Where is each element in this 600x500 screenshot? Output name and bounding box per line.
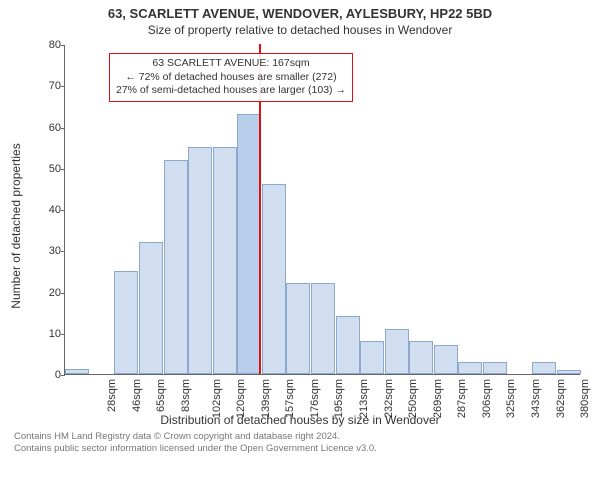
x-tick-label: 102sqm xyxy=(211,379,223,418)
y-tick-label: 0 xyxy=(35,369,61,381)
histogram-bar xyxy=(286,283,310,374)
x-tick-label: 380sqm xyxy=(579,379,591,418)
histogram-bar xyxy=(434,345,458,374)
x-tick-label: 83sqm xyxy=(180,379,192,412)
x-tick-label: 65sqm xyxy=(155,379,167,412)
y-tick-label: 30 xyxy=(35,245,61,257)
x-tick-label: 362sqm xyxy=(555,379,567,418)
histogram-bar xyxy=(532,362,556,374)
y-tick-mark xyxy=(61,210,65,211)
x-tick-label: 232sqm xyxy=(383,379,395,418)
callout-line: 63 SCARLETT AVENUE: 167sqm xyxy=(116,57,346,71)
page-title: 63, SCARLETT AVENUE, WENDOVER, AYLESBURY… xyxy=(0,0,600,21)
histogram-bar xyxy=(139,242,163,374)
histogram-bar xyxy=(336,316,360,374)
histogram-bar xyxy=(114,271,138,374)
histogram-bar xyxy=(557,370,581,374)
y-axis-label: Number of detached properties xyxy=(9,143,23,308)
x-tick-label: 269sqm xyxy=(432,379,444,418)
histogram-bar xyxy=(360,341,384,374)
x-tick-label: 325sqm xyxy=(506,379,518,418)
y-tick-mark xyxy=(61,334,65,335)
histogram-bar xyxy=(262,184,286,374)
histogram-bar xyxy=(237,114,261,374)
x-tick-label: 28sqm xyxy=(106,379,118,412)
x-tick-label: 176sqm xyxy=(309,379,321,418)
y-tick-label: 50 xyxy=(35,163,61,175)
histogram-bar xyxy=(164,160,188,375)
chart-area: Number of detached properties 0102030405… xyxy=(30,41,590,411)
x-tick-label: 120sqm xyxy=(235,379,247,418)
subtitle: Size of property relative to detached ho… xyxy=(0,21,600,41)
y-tick-mark xyxy=(61,375,65,376)
x-tick-label: 195sqm xyxy=(334,379,346,418)
histogram-bar xyxy=(385,329,409,374)
y-tick-mark xyxy=(61,86,65,87)
histogram-bar xyxy=(458,362,482,374)
x-tick-label: 46sqm xyxy=(131,379,143,412)
plot-region: 01020304050607080 63 SCARLETT AVENUE: 16… xyxy=(64,45,580,375)
y-tick-label: 10 xyxy=(35,328,61,340)
y-tick-mark xyxy=(61,293,65,294)
histogram-bar xyxy=(483,362,507,374)
y-tick-label: 60 xyxy=(35,122,61,134)
attribution-line: Contains public sector information licen… xyxy=(14,443,600,455)
histogram-bar xyxy=(65,369,89,374)
y-tick-mark xyxy=(61,169,65,170)
y-tick-label: 20 xyxy=(35,287,61,299)
y-tick-mark xyxy=(61,128,65,129)
x-tick-label: 250sqm xyxy=(407,379,419,418)
histogram-bar xyxy=(311,283,335,374)
x-tick-label: 343sqm xyxy=(530,379,542,418)
histogram-bar xyxy=(188,147,212,374)
y-tick-label: 80 xyxy=(35,39,61,51)
x-tick-label: 213sqm xyxy=(358,379,370,418)
x-tick-label: 306sqm xyxy=(481,379,493,418)
attribution-line: Contains HM Land Registry data © Crown c… xyxy=(14,431,600,443)
callout-box: 63 SCARLETT AVENUE: 167sqm ← 72% of deta… xyxy=(109,53,353,102)
attribution: Contains HM Land Registry data © Crown c… xyxy=(0,427,600,455)
histogram-bar xyxy=(213,147,237,374)
y-tick-mark xyxy=(61,251,65,252)
x-tick-label: 287sqm xyxy=(456,379,468,418)
x-tick-label: 157sqm xyxy=(284,379,296,418)
histogram-bar xyxy=(409,341,433,374)
callout-line: ← 72% of detached houses are smaller (27… xyxy=(116,71,346,85)
x-tick-label: 139sqm xyxy=(260,379,272,418)
callout-line: 27% of semi-detached houses are larger (… xyxy=(116,84,346,98)
y-tick-mark xyxy=(61,45,65,46)
y-tick-label: 40 xyxy=(35,204,61,216)
y-tick-label: 70 xyxy=(35,80,61,92)
